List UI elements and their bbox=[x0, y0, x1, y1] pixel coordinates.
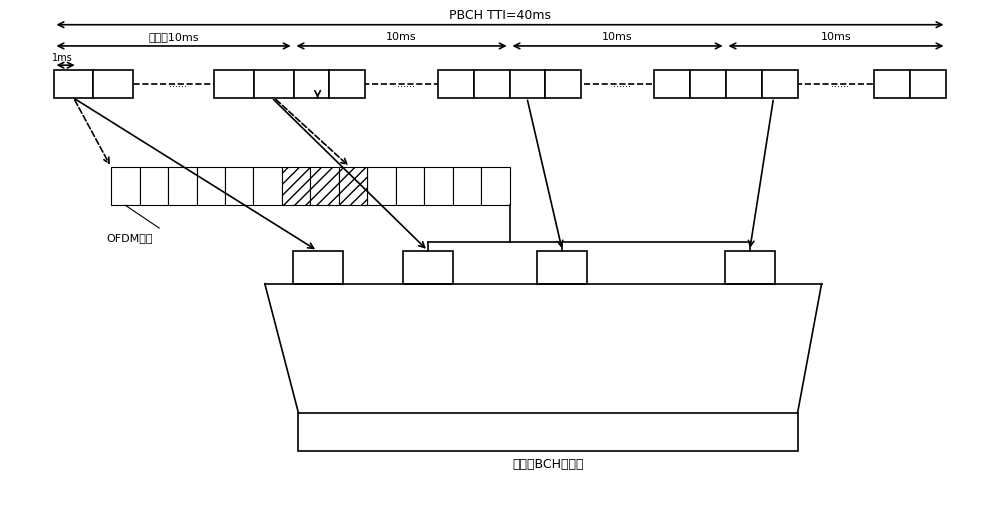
Text: 1ms: 1ms bbox=[52, 53, 72, 63]
Bar bbox=[168, 168, 197, 206]
Bar bbox=[690, 70, 726, 97]
Text: 编码的BCH传输块: 编码的BCH传输块 bbox=[512, 458, 584, 471]
Bar bbox=[537, 251, 587, 284]
Text: PBCH TTI=40ms: PBCH TTI=40ms bbox=[449, 8, 551, 22]
Bar bbox=[329, 70, 365, 97]
Bar bbox=[254, 70, 294, 97]
Text: ......: ...... bbox=[169, 79, 187, 89]
Bar bbox=[298, 413, 798, 451]
Text: ......: ...... bbox=[831, 79, 849, 89]
Bar bbox=[403, 251, 453, 284]
Bar bbox=[396, 168, 424, 206]
Bar bbox=[111, 168, 140, 206]
Bar bbox=[545, 70, 581, 97]
Text: 10ms: 10ms bbox=[602, 33, 633, 42]
Bar bbox=[294, 70, 329, 97]
Text: ......: ...... bbox=[613, 79, 631, 89]
Bar bbox=[725, 251, 775, 284]
Text: OFDM符号: OFDM符号 bbox=[106, 233, 153, 243]
Bar bbox=[726, 70, 762, 97]
Bar bbox=[424, 168, 453, 206]
Bar bbox=[474, 70, 510, 97]
Text: 10ms: 10ms bbox=[821, 33, 851, 42]
Bar bbox=[197, 168, 225, 206]
Bar bbox=[54, 70, 93, 97]
Bar bbox=[282, 168, 310, 206]
Bar bbox=[339, 168, 367, 206]
Text: 10ms: 10ms bbox=[386, 33, 417, 42]
Bar bbox=[225, 168, 253, 206]
Bar bbox=[654, 70, 690, 97]
Bar bbox=[293, 251, 343, 284]
Bar bbox=[453, 168, 481, 206]
Bar bbox=[140, 168, 168, 206]
Bar bbox=[762, 70, 798, 97]
Bar bbox=[253, 168, 282, 206]
Bar bbox=[367, 168, 396, 206]
Bar bbox=[481, 168, 510, 206]
Bar bbox=[874, 70, 910, 97]
Text: ......: ...... bbox=[397, 79, 415, 89]
Text: 无线咆10ms: 无线咆10ms bbox=[148, 33, 199, 42]
Bar bbox=[438, 70, 474, 97]
Bar bbox=[214, 70, 254, 97]
Bar bbox=[93, 70, 133, 97]
Bar bbox=[910, 70, 946, 97]
Bar bbox=[510, 70, 545, 97]
Bar bbox=[310, 168, 339, 206]
